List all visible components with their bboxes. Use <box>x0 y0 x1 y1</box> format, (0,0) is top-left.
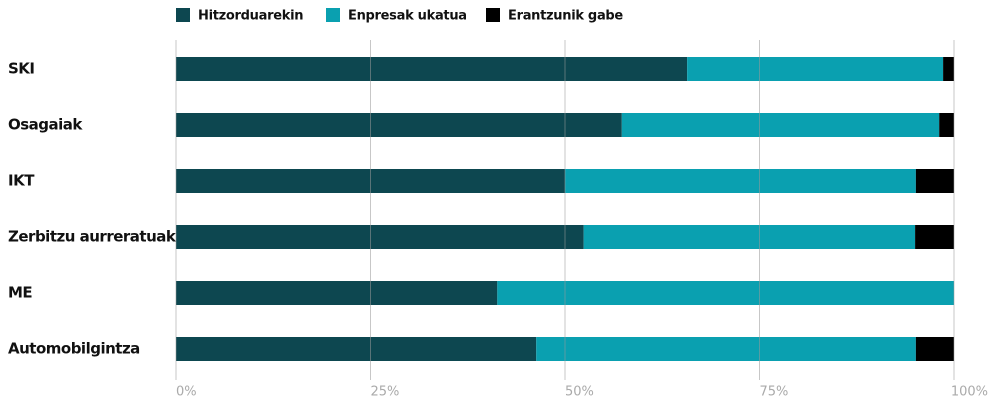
legend-swatch <box>176 8 190 22</box>
x-tick-label: 100% <box>951 385 988 400</box>
category-label: IKT <box>8 172 35 190</box>
legend-swatch <box>486 8 500 22</box>
x-tick-label: 25% <box>371 385 400 400</box>
bar-segment <box>176 337 537 361</box>
bar-segment <box>915 337 954 361</box>
bar-segment <box>176 281 498 305</box>
x-tick-label: 50% <box>565 385 594 400</box>
category-label: Osagaiak <box>8 116 83 134</box>
bar-segment <box>583 225 916 249</box>
category-label: Zerbitzu aurreratuak <box>8 228 177 246</box>
legend-swatch <box>326 8 340 22</box>
legend-label: Enpresak ukatua <box>348 9 467 24</box>
x-tick-label: 75% <box>760 385 789 400</box>
category-label: ME <box>8 284 32 302</box>
bar-segment <box>176 225 584 249</box>
bar-segment <box>621 113 940 137</box>
bar-segment <box>943 57 954 81</box>
x-tick-label: 0% <box>176 385 197 400</box>
bar-segment <box>497 281 954 305</box>
legend-label: Erantzunik gabe <box>508 9 623 24</box>
bar-segment <box>687 57 944 81</box>
bar-segment <box>176 113 622 137</box>
legend-label: Hitzorduarekin <box>198 9 303 24</box>
bar-segment <box>915 225 954 249</box>
bar-segment <box>939 113 954 137</box>
bar-segment <box>536 337 916 361</box>
category-label: Automobilgintza <box>8 340 140 358</box>
bar-segment <box>565 169 916 193</box>
category-label: SKI <box>8 60 35 78</box>
bar-segment <box>176 57 688 81</box>
bar-segment <box>915 169 954 193</box>
